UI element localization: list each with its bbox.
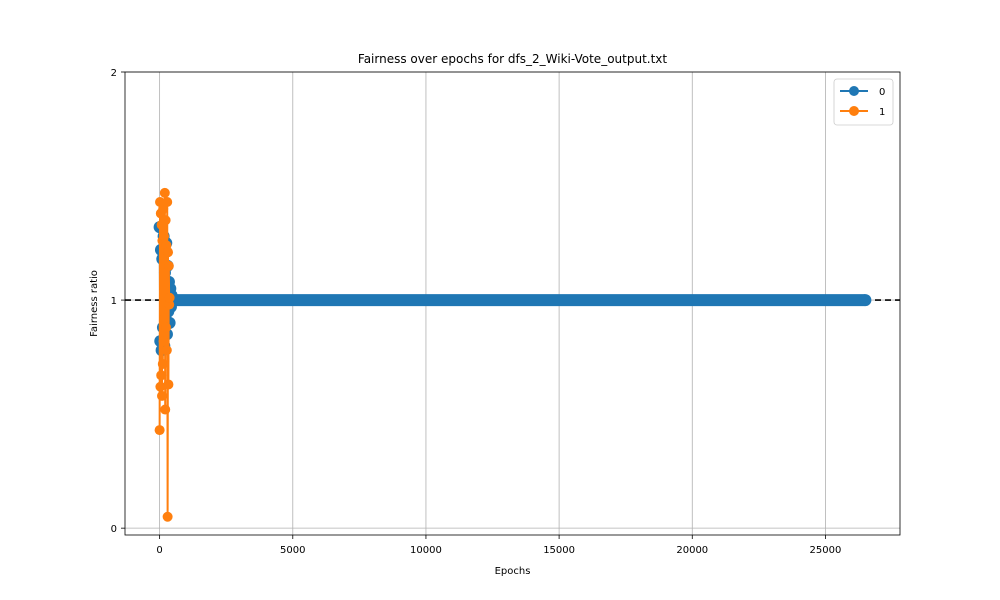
series-1-point — [162, 511, 173, 522]
series-1-point — [159, 187, 170, 198]
chart-title: Fairness over epochs for dfs_2_Wiki-Vote… — [358, 52, 668, 66]
x-tick-label: 10000 — [410, 545, 442, 556]
series-1-point — [162, 197, 173, 208]
plot-frame — [124, 71, 901, 536]
series-1-point — [155, 381, 166, 392]
x-tick-label: 5000 — [280, 545, 305, 556]
series-1-point — [161, 345, 172, 356]
y-tick-label: 2 — [111, 68, 117, 79]
series-1-point — [154, 425, 165, 436]
series-1-point — [159, 313, 170, 324]
y-tick-label: 1 — [111, 296, 117, 307]
series-1-point — [159, 231, 170, 242]
legend-marker — [849, 86, 859, 96]
x-tick-label: 20000 — [676, 545, 708, 556]
legend-marker — [849, 106, 859, 116]
x-axis-label: Epochs — [495, 566, 531, 577]
legend-label: 0 — [879, 87, 885, 98]
series-1-point — [160, 215, 171, 226]
series-1-point — [163, 379, 174, 390]
series-1-point — [157, 390, 168, 401]
y-tick-label: 0 — [111, 524, 117, 535]
legend: 01 — [833, 78, 894, 126]
series-1-point — [156, 370, 167, 381]
x-tick-label: 15000 — [543, 545, 575, 556]
x-tick-label: 0 — [156, 545, 162, 556]
series-1-point — [157, 358, 168, 369]
x-tick-label: 25000 — [810, 545, 842, 556]
series-1-point — [163, 247, 174, 258]
legend-label: 1 — [879, 107, 885, 118]
series-0-end-point — [859, 294, 872, 307]
series-1-point — [160, 404, 171, 415]
y-axis-label: Fairness ratio — [89, 270, 100, 337]
axis-ticks: 0 5000 10000 15000 20000 25000 0 1 2 — [111, 68, 842, 556]
series-1-point — [161, 322, 172, 333]
series-1-point — [163, 260, 174, 271]
series-1 — [154, 187, 175, 522]
legend-box — [833, 78, 894, 126]
series-1-point — [164, 292, 175, 303]
series-1-point — [158, 336, 169, 347]
plot-area — [125, 187, 900, 522]
